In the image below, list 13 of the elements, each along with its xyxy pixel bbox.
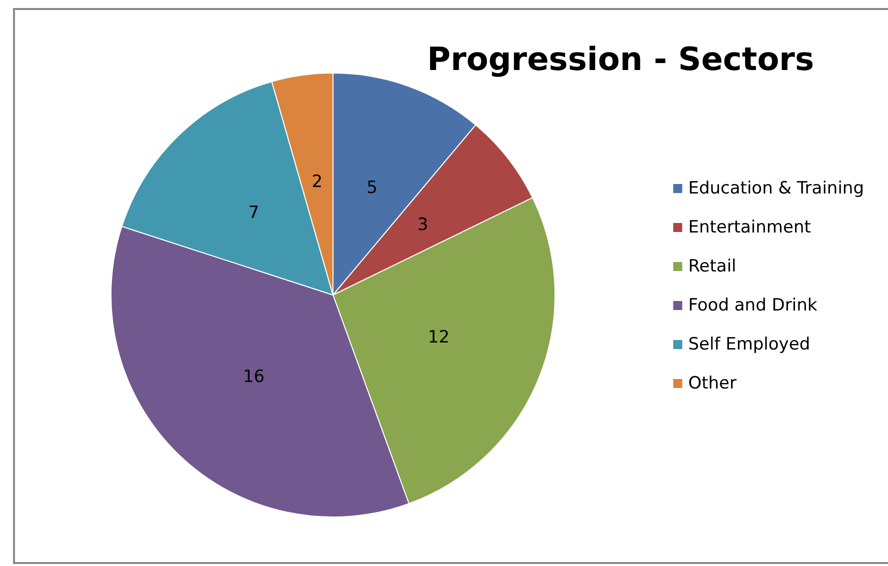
data-label: 12 [428,328,450,348]
legend-label: Self Employed [688,334,810,354]
legend-label: Entertainment [688,218,812,238]
data-label: 16 [242,367,265,388]
legend-label: Food and Drink [688,296,818,316]
data-label: 3 [417,214,428,235]
legend-label: Other [688,374,737,394]
data-label: 2 [312,172,323,192]
data-label: 5 [366,178,378,198]
legend-label: Education & Training [688,178,864,198]
chart-title: Progression - Sectors [427,40,814,78]
data-label: 7 [248,202,260,223]
legend-label: Retail [688,256,736,276]
